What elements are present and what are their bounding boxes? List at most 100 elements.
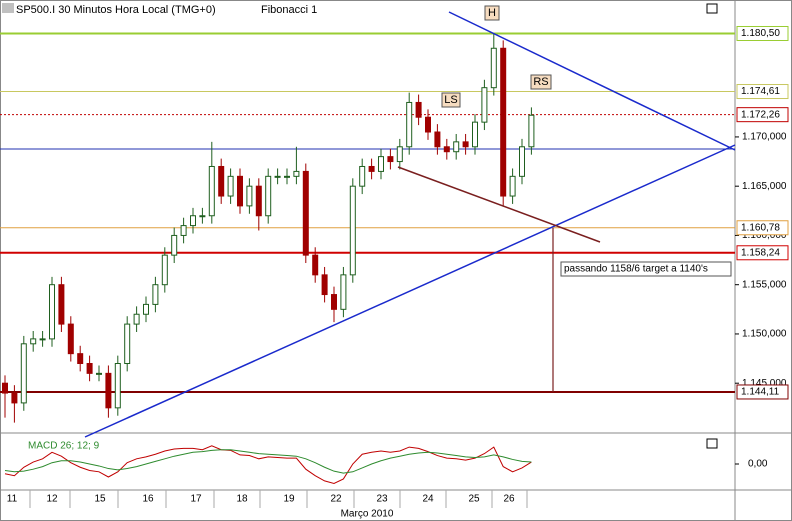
annotation: LS — [444, 94, 457, 106]
candle-body — [265, 175, 272, 217]
x-tick-label: 22 — [330, 494, 342, 505]
x-tick-label: 26 — [503, 494, 515, 505]
price-tag-label: 1.158,24 — [741, 247, 780, 258]
candle-body — [237, 175, 243, 207]
annotation: RS — [533, 76, 548, 88]
candle-body — [143, 303, 149, 315]
candle-body — [368, 165, 375, 172]
candle-body — [434, 131, 441, 148]
candle-body — [2, 382, 8, 394]
y-tick-label: 1.165,000 — [742, 181, 787, 192]
candle-body — [293, 170, 300, 177]
price-tag — [736, 107, 789, 123]
candle-body — [490, 47, 497, 89]
price-tag — [736, 384, 789, 400]
x-tick-label: 11 — [7, 494, 18, 505]
candle-body — [415, 101, 422, 118]
price-tag-label: 1.160,78 — [741, 222, 780, 233]
candle-body — [30, 338, 37, 345]
macd-line — [4, 445, 532, 485]
price-tag-label: 1.144,11 — [741, 387, 780, 398]
candle-body — [58, 284, 65, 325]
price-tag-label: 1.172,26 — [741, 109, 780, 120]
annotation-box — [484, 5, 500, 21]
candle-body — [359, 165, 366, 187]
trend-line — [448, 11, 736, 151]
x-tick-label: 23 — [376, 494, 388, 505]
candle-body — [114, 363, 121, 409]
candle-body — [340, 274, 347, 310]
candle-body — [519, 146, 525, 177]
candle-body — [331, 294, 337, 310]
candle-body — [312, 254, 319, 276]
candle-body — [274, 175, 281, 178]
y-tick-label: 1.145,000 — [742, 378, 787, 389]
candle-body — [425, 116, 431, 133]
candle-body — [387, 156, 394, 163]
y-tick-label: 1.155,000 — [742, 279, 787, 290]
neckline — [397, 166, 601, 243]
candle-body — [443, 146, 450, 153]
macd-line — [4, 449, 532, 474]
candle-body — [124, 323, 131, 365]
candle-body — [453, 141, 460, 153]
candle-body — [105, 372, 112, 409]
candle-body — [133, 313, 140, 325]
x-tick-label: 19 — [283, 494, 295, 505]
annotation: H — [488, 7, 496, 19]
price-tag — [736, 84, 789, 100]
candle-body — [378, 156, 384, 172]
candle-body — [49, 284, 55, 340]
candle-body — [284, 175, 290, 178]
candle-body — [161, 254, 168, 286]
chart-title: SP500.I 30 Minutos Hora Local (TMG+0) — [16, 4, 216, 16]
candle-body — [302, 170, 309, 256]
annotation-box — [530, 74, 552, 90]
macd-y-tick-label: 0,00 — [748, 459, 768, 470]
candle-body — [218, 165, 225, 197]
annotation-box — [441, 92, 461, 108]
candle-body — [472, 121, 478, 148]
x-tick-label: 24 — [422, 494, 434, 505]
candle-body — [227, 175, 234, 197]
x-tick-label: 12 — [46, 494, 58, 505]
price-tag-label: 1.174,61 — [741, 86, 780, 97]
x-tick-label: 25 — [468, 494, 480, 505]
candle-body — [96, 372, 102, 375]
y-tick-label: 1.170,000 — [742, 132, 787, 143]
x-tick-label: 17 — [190, 494, 202, 505]
price-tag-label: 1.180,50 — [741, 28, 780, 39]
candle-body — [396, 146, 403, 163]
candle-body — [180, 225, 187, 236]
note: passando 1158/6 target a 1140's — [564, 264, 708, 275]
candle-body — [11, 392, 18, 404]
candle-body — [406, 101, 413, 148]
x-tick-label: 18 — [236, 494, 248, 505]
price-tag — [736, 245, 789, 261]
candle-body — [246, 185, 253, 207]
window-button[interactable] — [706, 438, 718, 449]
cfd-icon — [2, 3, 14, 13]
window-button[interactable] — [706, 3, 718, 14]
price-tag — [736, 25, 789, 41]
indicator-name: Fibonacci 1 — [261, 4, 317, 16]
candle-body — [208, 165, 215, 217]
candle-body — [190, 215, 196, 227]
candle-body — [171, 234, 178, 256]
candle-body — [77, 353, 84, 365]
candle-body — [86, 363, 93, 374]
trend-line — [84, 144, 736, 438]
y-tick-label: 1.150,000 — [742, 329, 787, 340]
note-box — [560, 261, 732, 277]
macd-title: MACD 26; 12; 9 — [28, 441, 100, 452]
candle-body — [500, 47, 507, 197]
price-tag — [736, 220, 789, 236]
candle-body — [39, 338, 46, 341]
candle-body — [255, 185, 262, 217]
candle-body — [152, 284, 159, 305]
x-tick-label: 15 — [94, 494, 106, 505]
candle-body — [481, 87, 488, 123]
